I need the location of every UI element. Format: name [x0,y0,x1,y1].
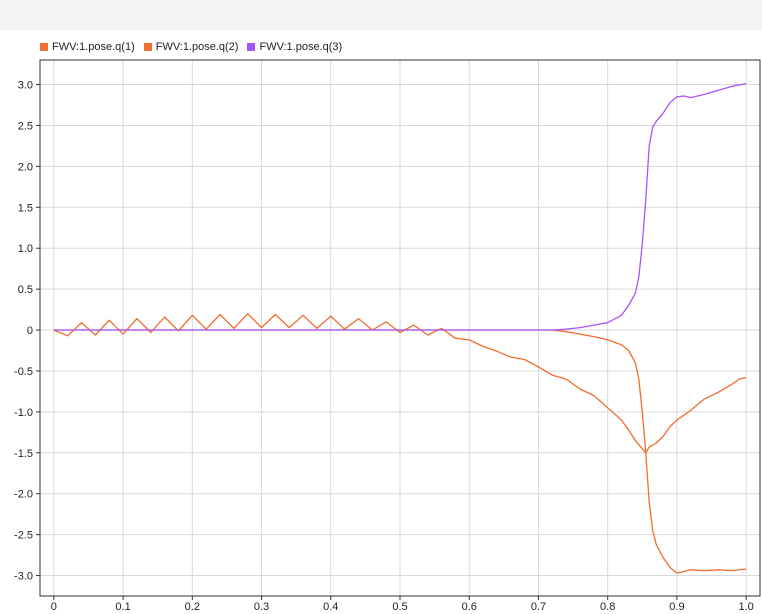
y-tick-label: -2.5 [14,530,33,542]
legend-label-q2: FWV:1.pose.q(2) [155,41,239,53]
x-tick-label: 0.3 [254,601,269,613]
x-tick-label: 1.0 [739,601,754,613]
y-tick-label: 1.5 [18,202,33,214]
x-tick-label: 0 [51,601,57,613]
legend-swatch-q1 [40,43,48,51]
legend-swatch-q3 [247,43,256,51]
x-tick-label: 0.7 [531,601,546,613]
y-tick-label: -3.0 [14,571,33,583]
y-tick-label: -0.5 [14,366,33,378]
legend-item-q1[interactable]: FWV:1.pose.q(1) [40,41,135,53]
x-tick-label: 0.4 [323,601,338,613]
x-tick-label: 0.5 [392,601,407,613]
x-gridlines [53,60,747,596]
x-axis-ticks: 0 0.1 0.2 0.3 0.4 0.5 0.6 0.7 0.8 0.9 1.0 [51,596,754,613]
series-line-q1[interactable] [53,313,747,454]
legend-item-q2[interactable]: FWV:1.pose.q(2) [143,41,239,53]
x-tick-label: 0.8 [600,601,615,613]
x-tick-label: 0.2 [185,601,200,613]
x-tick-label: 0.6 [462,601,477,613]
y-tick-label: 2.0 [18,161,33,173]
series-line-q2[interactable] [53,329,747,574]
y-tick-label: -1.0 [14,407,33,419]
legend-item-q3[interactable]: FWV:1.pose.q(3) [247,41,342,53]
legend-label-q3: FWV:1.pose.q(3) [259,41,343,53]
y-tick-label: 2.5 [18,120,33,132]
y-axis-ticks: 3.0 2.5 2.0 1.5 1.0 0.5 0 -0.5 -1.0 -1.5 -2.0 -2.5 -… [14,80,40,583]
series-line-q3[interactable] [53,83,747,331]
y-tick-label: 0 [27,325,33,337]
legend-label-q1: FWV:1.pose.q(1) [52,41,135,53]
y-tick-label: 3.0 [18,80,33,92]
y-tick-label: 1.0 [18,243,33,255]
x-tick-label: 0.9 [669,601,684,613]
series-lines [53,83,747,574]
chart-legend: FWV:1.pose.q(1) FWV:1.pose.q(2) FWV:1.po… [40,41,342,53]
toolbar-area [0,0,762,30]
y-tick-label: 0.5 [18,284,33,296]
legend-swatch-q2 [143,43,152,51]
y-tick-label: -1.5 [14,448,33,460]
y-tick-label: -2.0 [14,489,33,501]
x-tick-label: 0.1 [115,601,130,613]
